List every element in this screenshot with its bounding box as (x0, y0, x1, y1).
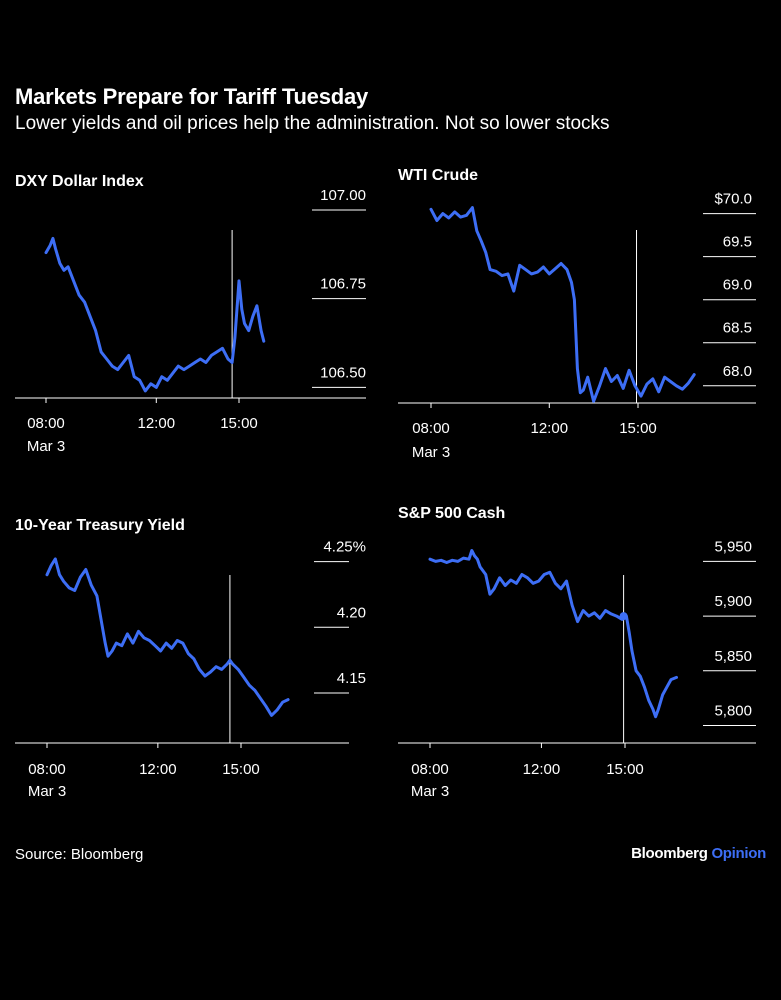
y-tick-label: 5,950 (714, 538, 752, 555)
x-tick-label: 08:00 (411, 761, 449, 778)
y-tick-label: 69.0 (723, 277, 752, 294)
x-sublabel: Mar 3 (28, 783, 66, 800)
x-tick-label: 08:00 (412, 420, 450, 437)
brand-secondary: Opinion (711, 845, 766, 862)
x-tick-label: 15:00 (619, 420, 657, 437)
series-line (428, 549, 678, 719)
panel-title: WTI Crude (398, 167, 478, 184)
y-tick-label: 106.75 (320, 276, 366, 293)
y-tick-label: 68.5 (723, 320, 752, 337)
x-tick-label: 15:00 (220, 415, 258, 432)
x-sublabel: Mar 3 (27, 438, 65, 455)
x-sublabel: Mar 3 (411, 783, 449, 800)
marker-dot (619, 612, 628, 621)
y-tick-label: $70.0 (714, 191, 752, 208)
y-tick-label: 107.00 (320, 187, 366, 204)
y-tick-label: 68.0 (723, 363, 752, 380)
brand-logo: Bloomberg Opinion (631, 845, 766, 862)
source-note: Source: Bloomberg (15, 846, 144, 863)
brand-primary: Bloomberg (631, 845, 708, 862)
series-line (429, 206, 696, 403)
y-tick-label: 5,900 (714, 593, 752, 610)
x-tick-label: 12:00 (531, 420, 569, 437)
y-tick-label: 69.5 (723, 234, 752, 251)
y-tick-label: 5,850 (714, 648, 752, 665)
y-tick-label: 5,800 (714, 702, 752, 719)
chart-title: Markets Prepare for Tariff Tuesday (15, 84, 369, 109)
x-tick-label: 08:00 (28, 761, 66, 778)
series-line (45, 557, 290, 717)
series-line (44, 236, 266, 393)
y-tick-label: 4.25% (323, 539, 366, 556)
panel-title: S&P 500 Cash (398, 505, 505, 522)
panel-title: DXY Dollar Index (15, 173, 144, 190)
x-tick-label: 15:00 (606, 761, 644, 778)
y-tick-label: 106.50 (320, 364, 366, 381)
chart-subtitle: Lower yields and oil prices help the adm… (15, 113, 610, 134)
y-tick-label: 4.20 (337, 604, 366, 621)
x-tick-label: 08:00 (27, 415, 65, 432)
y-tick-label: 4.15 (337, 670, 366, 687)
x-tick-label: 12:00 (523, 761, 561, 778)
x-tick-label: 12:00 (138, 415, 176, 432)
x-tick-label: 12:00 (139, 761, 177, 778)
x-tick-label: 15:00 (222, 761, 260, 778)
x-sublabel: Mar 3 (412, 444, 450, 461)
panel-title: 10-Year Treasury Yield (15, 517, 185, 534)
